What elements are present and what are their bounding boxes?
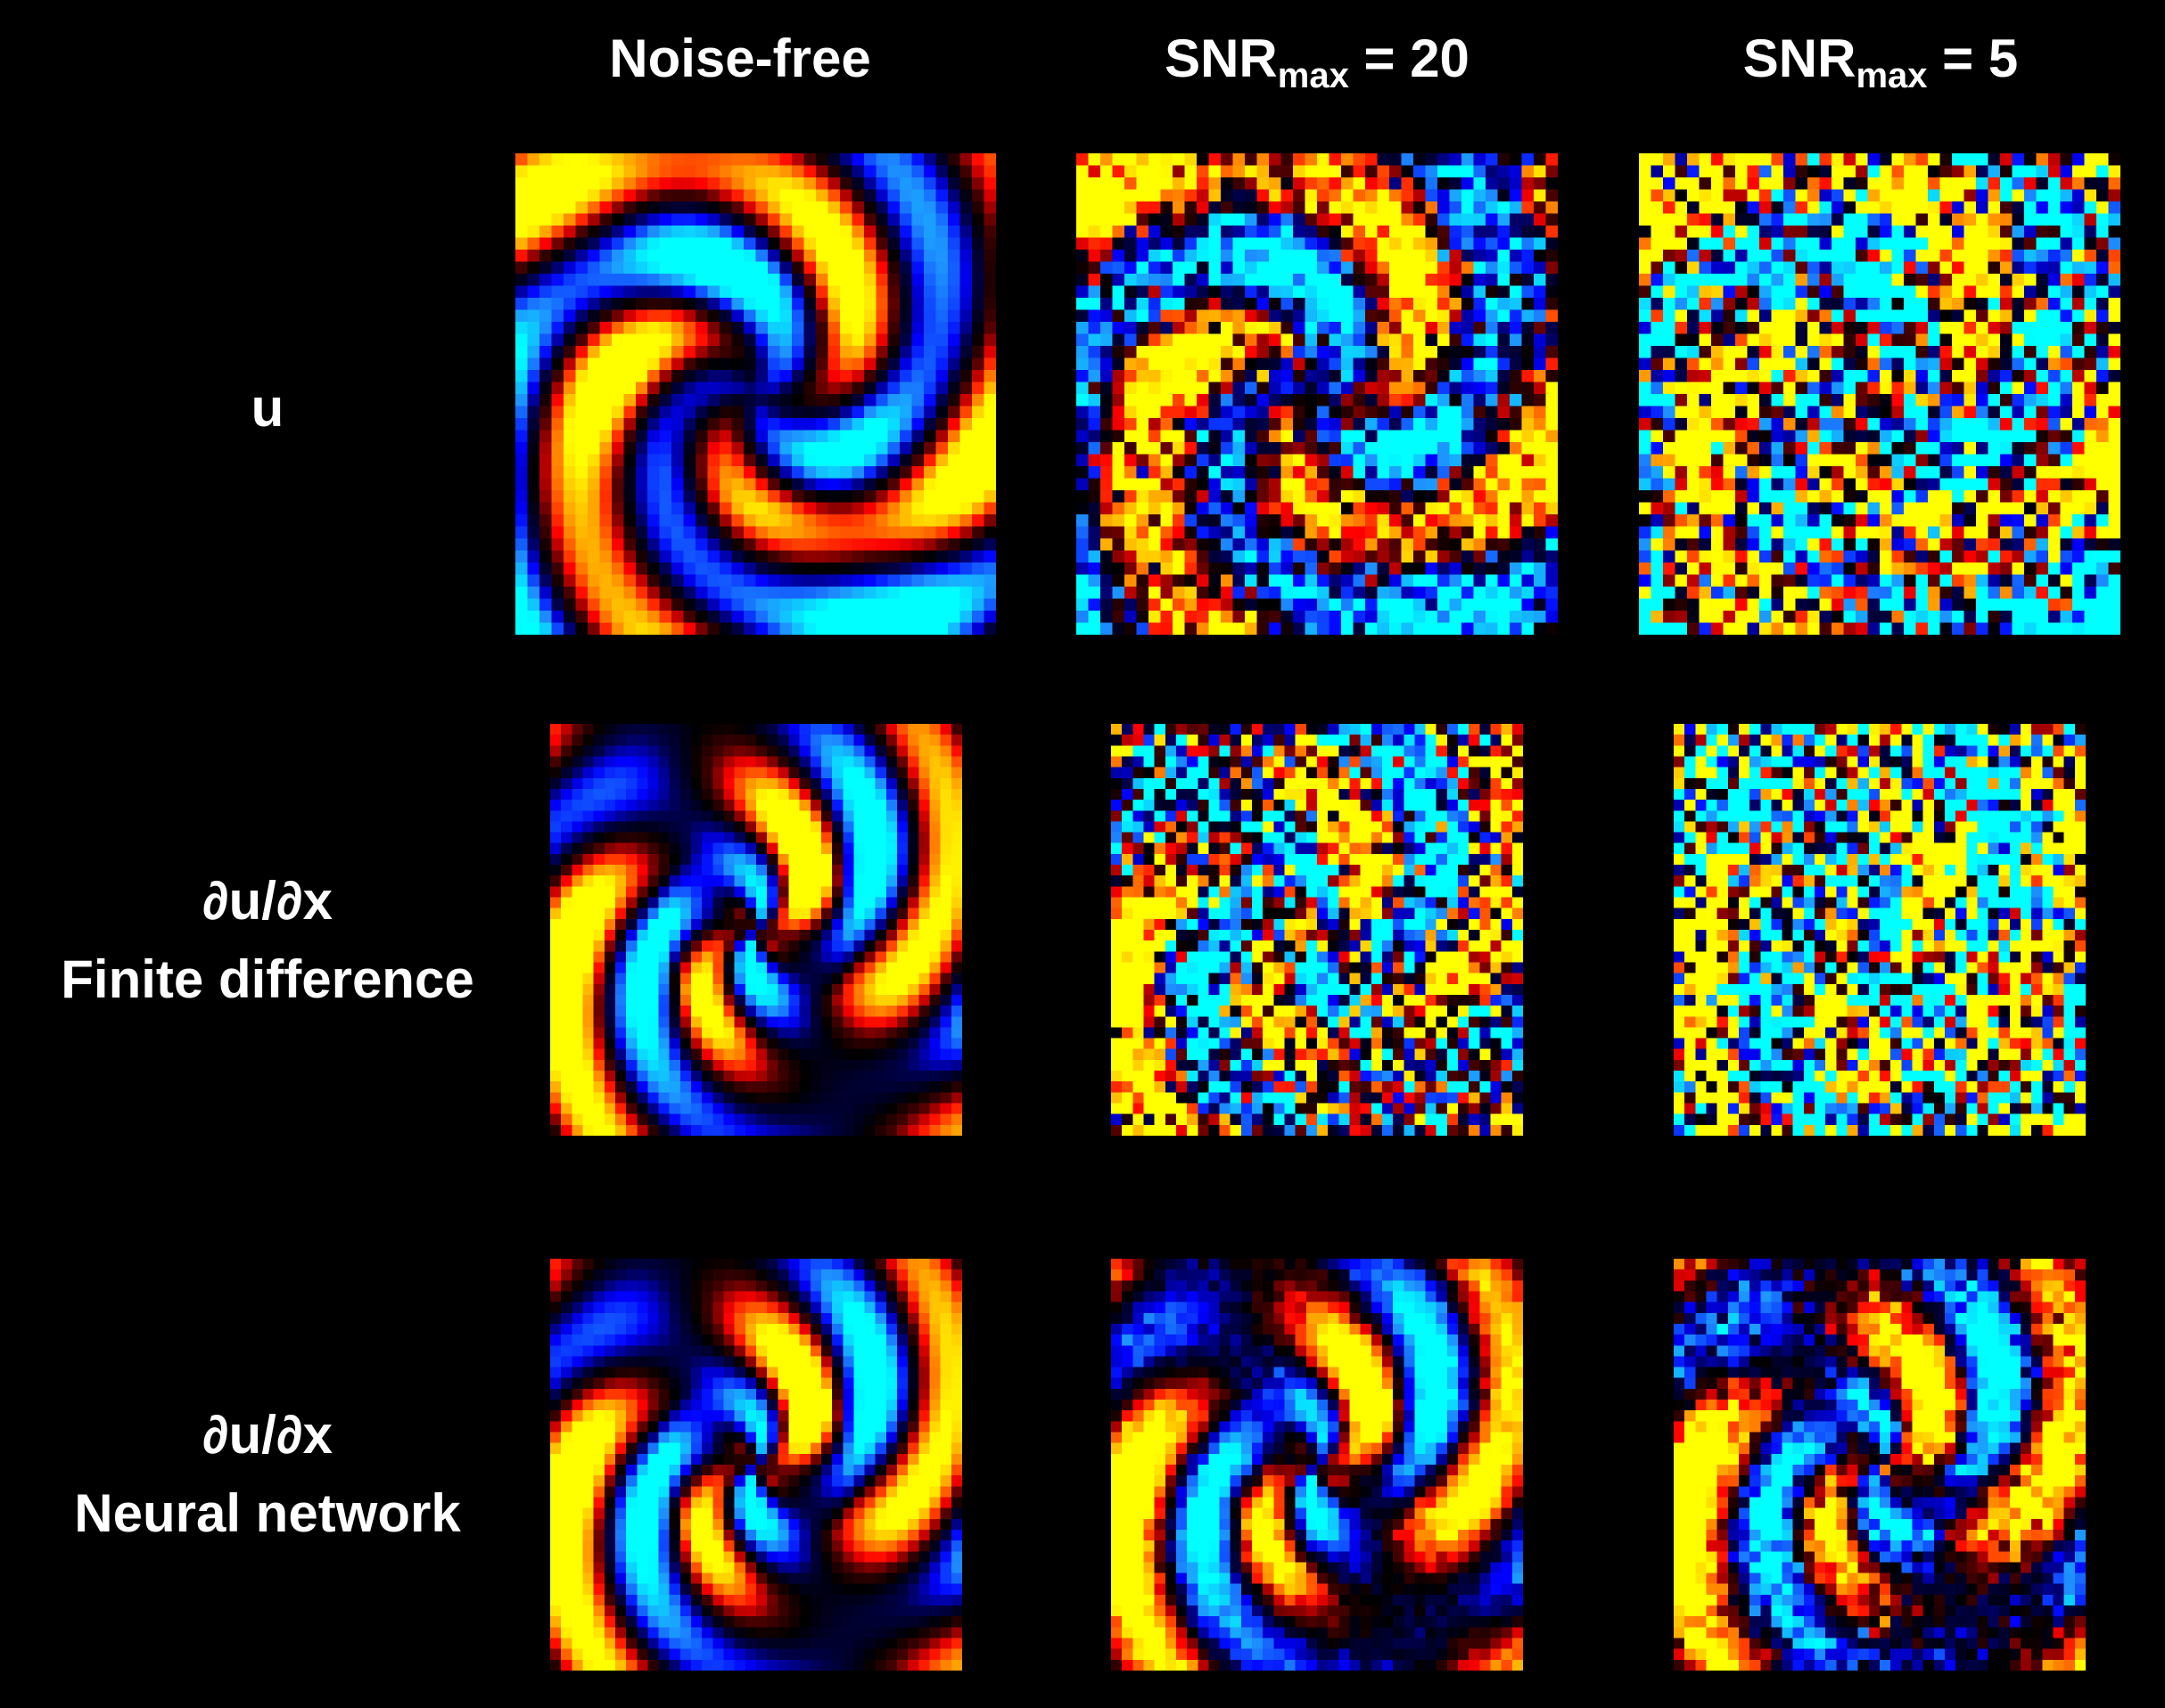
row-label-finite-difference: ∂u/∂x Finite difference xyxy=(9,862,526,1019)
panel-nn-snr-5 xyxy=(1674,1259,2086,1671)
snr-base: SNR xyxy=(1742,29,1856,88)
snr-value: = 5 xyxy=(1927,29,2019,88)
snr-value: = 20 xyxy=(1348,29,1469,88)
panel-fd-noise-free xyxy=(550,724,962,1136)
column-title-snr-20: SNRmax = 20 xyxy=(1076,27,1558,94)
row-label-fd-method: Finite difference xyxy=(61,949,474,1009)
row-label-nn-method: Neural network xyxy=(74,1483,461,1543)
panel-u-snr-20 xyxy=(1076,153,1558,635)
panel-nn-noise-free xyxy=(550,1259,962,1671)
snr-subscript: max xyxy=(1277,56,1349,95)
panel-u-noise-free xyxy=(515,153,996,635)
snr-subscript: max xyxy=(1856,56,1928,95)
row-label-neural-network: ∂u/∂x Neural network xyxy=(9,1396,526,1553)
row-label-u-text: u xyxy=(251,378,284,438)
column-title-noise-free: Noise-free xyxy=(609,29,871,88)
panel-fd-snr-20 xyxy=(1111,724,1523,1136)
panel-u-snr-5 xyxy=(1639,153,2120,635)
panel-fd-snr-5 xyxy=(1674,724,2086,1136)
snr-base: SNR xyxy=(1165,29,1278,88)
row-label-nn-symbol: ∂u/∂x xyxy=(202,1405,333,1465)
row-label-fd-symbol: ∂u/∂x xyxy=(202,871,333,931)
column-title-snr-5: SNRmax = 5 xyxy=(1640,27,2121,94)
panel-nn-snr-20 xyxy=(1111,1259,1523,1671)
row-label-u: u xyxy=(9,369,526,448)
